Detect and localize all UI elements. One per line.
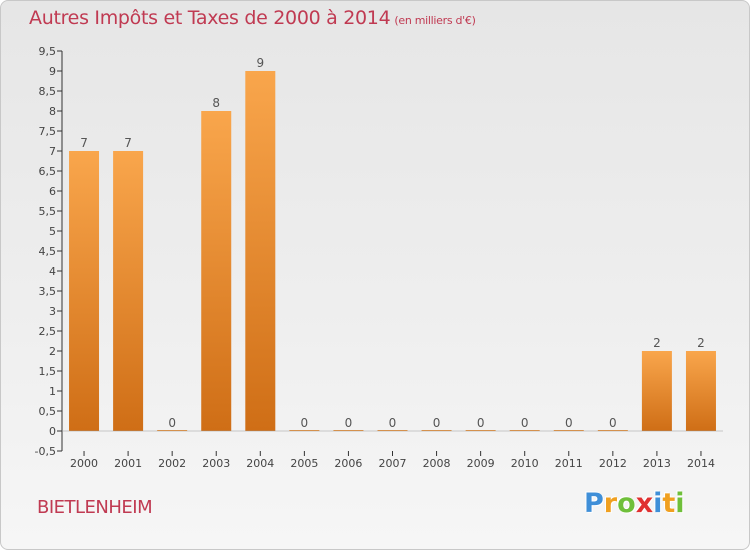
bar xyxy=(553,430,584,431)
x-tick-label: 2008 xyxy=(423,457,451,470)
x-tick-label: 2009 xyxy=(467,457,495,470)
logo-letter: i xyxy=(653,488,663,519)
axes-group: -0,5 0 0,5 1 1,5 2 2,5 3 3,5 4 4,5 5 5,5 6 6,5 7 7,5 8 8,5… xyxy=(35,45,723,458)
x-tick-label: 2013 xyxy=(643,457,671,470)
bar xyxy=(597,430,628,431)
data-label: 9 xyxy=(256,56,264,70)
bar xyxy=(685,351,716,431)
x-tick-label: 2011 xyxy=(555,457,583,470)
bar xyxy=(201,111,232,431)
y-tick-label: 2 xyxy=(49,345,56,358)
logo-letter: x xyxy=(635,488,654,519)
y-tick-label: 5 xyxy=(49,225,56,238)
data-label: 0 xyxy=(301,416,309,430)
y-tick-label: 6 xyxy=(49,185,56,198)
data-label: 7 xyxy=(124,136,132,150)
data-label: 0 xyxy=(345,416,353,430)
x-tick-label: 2001 xyxy=(114,457,142,470)
data-label: 8 xyxy=(212,96,220,110)
x-tick-label: 2002 xyxy=(158,457,186,470)
y-tick-label: 0,5 xyxy=(39,405,57,418)
bar xyxy=(333,430,364,431)
bar xyxy=(113,151,144,431)
data-label: 2 xyxy=(697,336,705,350)
bar xyxy=(69,151,100,431)
y-tick-label: 6,5 xyxy=(39,165,57,178)
y-tick-label: 9 xyxy=(49,65,56,78)
y-tick-label: 7,5 xyxy=(39,125,57,138)
x-tick-label: 2007 xyxy=(379,457,407,470)
bar xyxy=(465,430,496,431)
y-tick-label: 3 xyxy=(49,305,56,318)
y-tick-label: 4,5 xyxy=(39,245,57,258)
y-tick-label: 3,5 xyxy=(39,285,57,298)
title-text: Autres Impôts et Taxes de 2000 à 2014 xyxy=(29,7,391,29)
logo-letter: P xyxy=(584,488,604,519)
bar xyxy=(157,430,188,431)
bar xyxy=(641,351,672,431)
logo-letter: o xyxy=(617,488,636,519)
x-tick-label: 2000 xyxy=(70,457,98,470)
y-tick-label: 1 xyxy=(49,385,56,398)
x-tick-label: 2003 xyxy=(202,457,230,470)
x-tick-label: 2012 xyxy=(599,457,627,470)
commune-name: BIETLENHEIM xyxy=(37,497,153,518)
y-tick-label: 1,5 xyxy=(39,365,57,378)
bar xyxy=(421,430,452,431)
x-tick-label: 2004 xyxy=(246,457,274,470)
bars-group xyxy=(69,71,716,431)
bar xyxy=(509,430,540,431)
y-tick-label: -0,5 xyxy=(35,445,56,458)
logo-letter: t xyxy=(662,488,676,519)
data-label: 0 xyxy=(565,416,573,430)
title-unit: (en milliers d'€) xyxy=(394,14,476,27)
proxiti-logo: Proxiti xyxy=(584,488,685,519)
y-tick-label: 5,5 xyxy=(39,205,57,218)
data-label: 0 xyxy=(433,416,441,430)
y-tick-label: 7 xyxy=(49,145,56,158)
y-tick-label: 4 xyxy=(49,265,56,278)
y-tick-label: 8 xyxy=(49,105,56,118)
data-label: 7 xyxy=(80,136,88,150)
y-tick-label: 9,5 xyxy=(39,45,57,58)
x-tick-label: 2006 xyxy=(334,457,362,470)
x-tick-label: 2005 xyxy=(290,457,318,470)
data-label: 0 xyxy=(389,416,397,430)
bar xyxy=(377,430,408,431)
bar xyxy=(245,71,276,431)
data-label: 0 xyxy=(521,416,529,430)
bar xyxy=(289,430,320,431)
labels-group: 2000720017200202003820049200502006020070… xyxy=(70,56,715,470)
data-label: 0 xyxy=(609,416,617,430)
data-label: 2 xyxy=(653,336,661,350)
y-tick-label: 8,5 xyxy=(39,85,57,98)
y-tick-label: 2,5 xyxy=(39,325,57,338)
x-tick-label: 2010 xyxy=(511,457,539,470)
logo-letter: i xyxy=(675,488,685,519)
data-label: 0 xyxy=(477,416,485,430)
chart-title: Autres Impôts et Taxes de 2000 à 2014 (en… xyxy=(29,7,476,29)
data-label: 0 xyxy=(168,416,176,430)
x-tick-label: 2014 xyxy=(687,457,715,470)
logo-letter: r xyxy=(603,488,618,519)
y-tick-label: 0 xyxy=(49,425,56,438)
